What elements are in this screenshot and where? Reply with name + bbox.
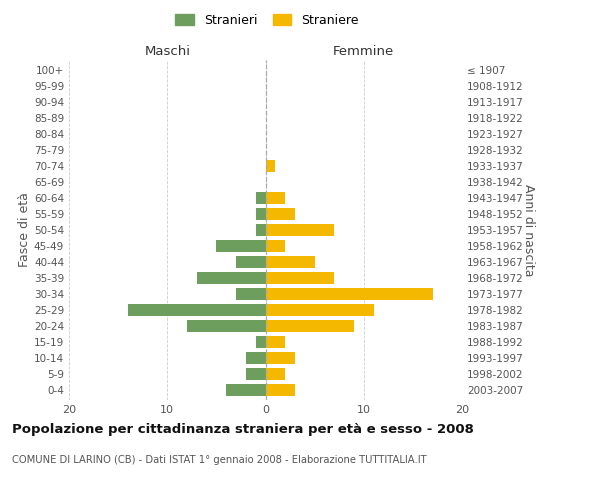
Legend: Stranieri, Straniere: Stranieri, Straniere xyxy=(170,8,364,32)
Bar xyxy=(197,272,265,284)
Bar xyxy=(265,192,285,204)
Bar xyxy=(256,224,265,236)
Bar xyxy=(265,320,354,332)
Text: COMUNE DI LARINO (CB) - Dati ISTAT 1° gennaio 2008 - Elaborazione TUTTITALIA.IT: COMUNE DI LARINO (CB) - Dati ISTAT 1° ge… xyxy=(12,455,427,465)
Bar xyxy=(128,304,265,316)
Bar xyxy=(265,368,285,380)
Bar xyxy=(256,208,265,220)
Bar xyxy=(265,240,285,252)
Bar xyxy=(265,384,295,396)
Bar xyxy=(265,256,314,268)
Bar xyxy=(246,368,265,380)
Bar xyxy=(187,320,265,332)
Bar xyxy=(265,272,334,284)
Text: Popolazione per cittadinanza straniera per età e sesso - 2008: Popolazione per cittadinanza straniera p… xyxy=(12,422,474,436)
Bar xyxy=(226,384,265,396)
Bar xyxy=(265,352,295,364)
Bar xyxy=(217,240,265,252)
Y-axis label: Fasce di età: Fasce di età xyxy=(18,192,31,268)
Bar xyxy=(236,256,265,268)
Bar xyxy=(246,352,265,364)
Bar xyxy=(265,160,275,172)
Text: Femmine: Femmine xyxy=(333,44,394,58)
Bar xyxy=(265,304,374,316)
Text: Maschi: Maschi xyxy=(144,44,190,58)
Bar xyxy=(265,208,295,220)
Bar xyxy=(265,336,285,348)
Bar xyxy=(265,224,334,236)
Bar xyxy=(256,336,265,348)
Bar xyxy=(265,288,433,300)
Bar xyxy=(256,192,265,204)
Y-axis label: Anni di nascita: Anni di nascita xyxy=(522,184,535,276)
Bar xyxy=(236,288,265,300)
